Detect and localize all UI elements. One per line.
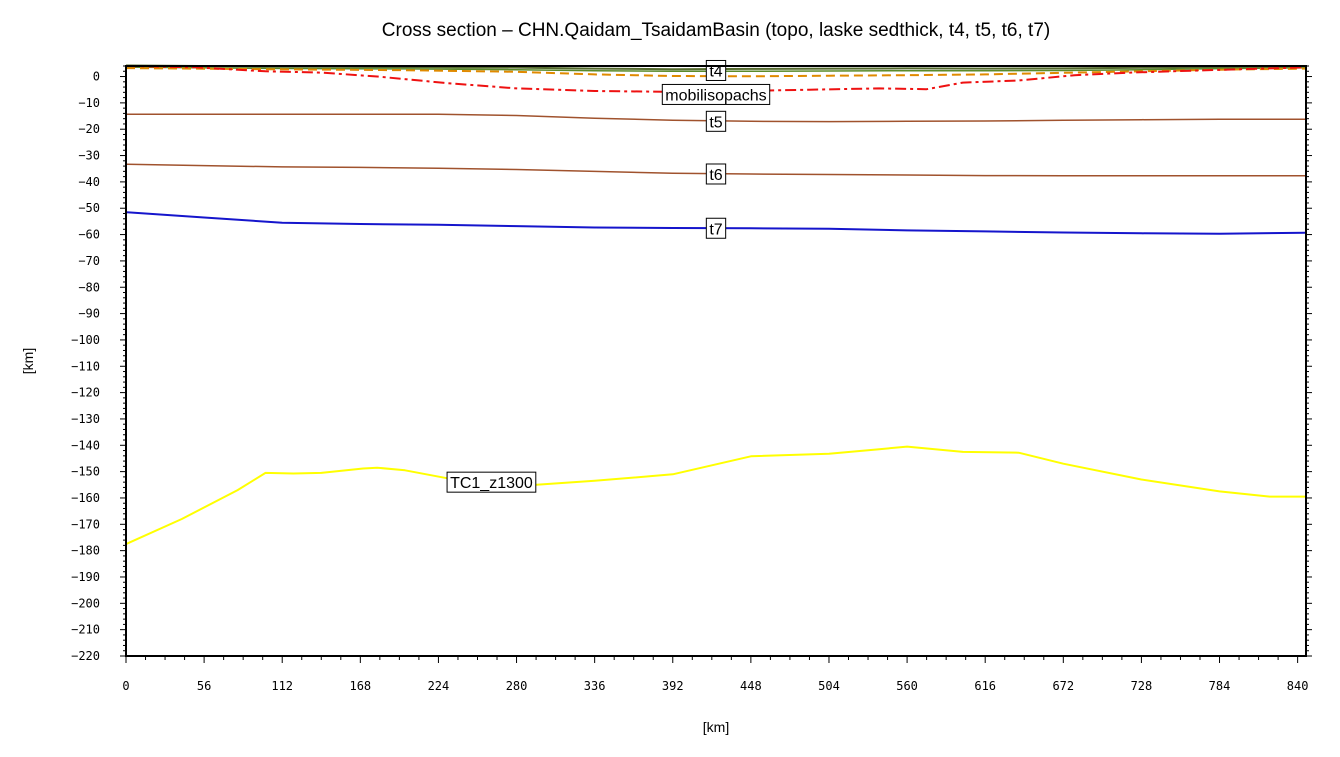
series-label-text: t5 <box>709 114 722 131</box>
y-tick-label: −140 <box>71 438 100 452</box>
y-tick-label: −180 <box>71 544 100 558</box>
x-tick-label: 616 <box>974 679 996 693</box>
x-tick-label: 168 <box>349 679 371 693</box>
series-line-t4 <box>125 66 1307 73</box>
x-tick-label: 840 <box>1287 679 1309 693</box>
y-tick-label: −210 <box>71 623 100 637</box>
x-tick-label: 224 <box>428 679 450 693</box>
x-tick-label: 728 <box>1131 679 1153 693</box>
y-tick-label: −80 <box>78 280 100 294</box>
series-labels: t4 mobilisopachs t5 t6 t7 TC1_z1300 <box>446 59 771 493</box>
y-tick-label: −220 <box>71 649 100 663</box>
chart-title: Cross section – CHN.Qaidam_TsaidamBasin … <box>382 20 1050 41</box>
y-tick-label: −170 <box>71 517 100 531</box>
y-tick-label: −160 <box>71 491 100 505</box>
series-label-text: t4 <box>709 63 722 80</box>
series-label-text: mobilisopachs <box>665 87 766 104</box>
y-tick-label: −90 <box>78 307 100 321</box>
y-tick-label: −60 <box>78 228 100 242</box>
series-label-text: t6 <box>709 167 722 184</box>
y-tick-label: −120 <box>71 386 100 400</box>
y-tick-label: −190 <box>71 570 100 584</box>
series-label-t5: t5 <box>705 110 727 132</box>
y-tick-label: 0 <box>93 70 100 84</box>
x-tick-label: 672 <box>1052 679 1074 693</box>
y-tick-label: −110 <box>71 359 100 373</box>
x-tick-label: 0 <box>122 679 129 693</box>
tick-labels: 0 −10 −20 −30 −40 −50 −60 −70 −80 −90 −100 −110 −120… <box>71 70 1308 693</box>
y-tick-label: −50 <box>78 201 100 215</box>
y-axis-label: [km] <box>20 348 36 374</box>
y-tick-label: −130 <box>71 412 100 426</box>
series-label-text: TC1_z1300 <box>450 475 533 492</box>
series-line-sedthick <box>125 67 1307 78</box>
x-tick-label: 112 <box>271 679 293 693</box>
x-tick-label: 336 <box>584 679 606 693</box>
series-label-t7: t7 <box>705 217 727 239</box>
x-axis-label: [km] <box>703 719 729 735</box>
x-tick-label: 560 <box>896 679 918 693</box>
y-tick-label: −150 <box>71 465 100 479</box>
series-line-tc1 <box>125 445 1306 546</box>
y-tick-label: −40 <box>78 175 100 189</box>
x-tick-label: 448 <box>740 679 762 693</box>
series-label-tc1: TC1_z1300 <box>446 471 537 493</box>
y-tick-label: −100 <box>71 333 100 347</box>
plot-frame <box>125 65 1307 657</box>
x-tick-label: 392 <box>662 679 684 693</box>
y-tick-label: −70 <box>78 254 100 268</box>
series-line-mobilisopachs <box>125 65 1307 93</box>
x-tick-label: 784 <box>1209 679 1231 693</box>
series-line-topo <box>125 64 1307 71</box>
x-tick-label: 56 <box>197 679 211 693</box>
series-label-box <box>705 163 727 185</box>
series-label-text: t7 <box>709 221 722 238</box>
y-tick-label: −10 <box>78 96 100 110</box>
series-line-t5 <box>126 113 1306 123</box>
series-label-box <box>705 217 727 239</box>
series-label-t4: t4 <box>705 59 727 81</box>
y-tick-label: −20 <box>78 122 100 136</box>
axis-ticks <box>120 65 1312 663</box>
series-label-box <box>661 83 771 105</box>
series-lines <box>125 64 1307 546</box>
y-tick-label: −200 <box>71 596 100 610</box>
series-label-t6: t6 <box>705 163 727 185</box>
y-tick-label: −30 <box>78 149 100 163</box>
series-label-box <box>446 471 537 493</box>
series-label-box <box>705 110 727 132</box>
x-tick-label: 280 <box>506 679 528 693</box>
x-tick-label: 504 <box>818 679 840 693</box>
series-label-mobilisopachs: mobilisopachs <box>661 83 771 105</box>
